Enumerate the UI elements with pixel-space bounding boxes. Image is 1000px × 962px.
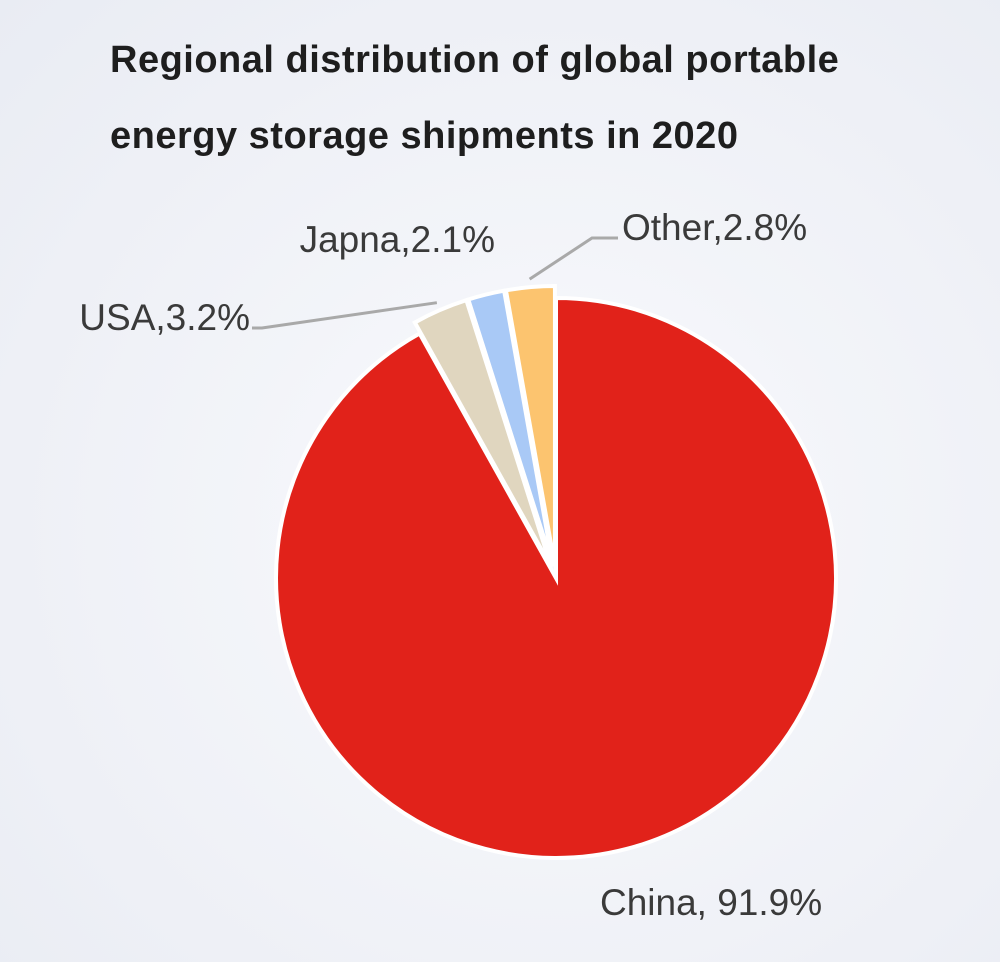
chart-title: Regional distribution of global portable… xyxy=(110,39,840,157)
pie-slice xyxy=(503,284,557,567)
data-label: Japna,2.1% xyxy=(300,219,495,260)
data-label: USA,3.2% xyxy=(79,297,250,338)
pie-slice xyxy=(274,295,838,860)
data-label: China, 91.9% xyxy=(600,882,822,923)
leader-line xyxy=(528,236,618,281)
data-label: Other,2.8% xyxy=(622,207,807,248)
pie-slice xyxy=(412,297,554,568)
leader-line xyxy=(252,301,438,330)
